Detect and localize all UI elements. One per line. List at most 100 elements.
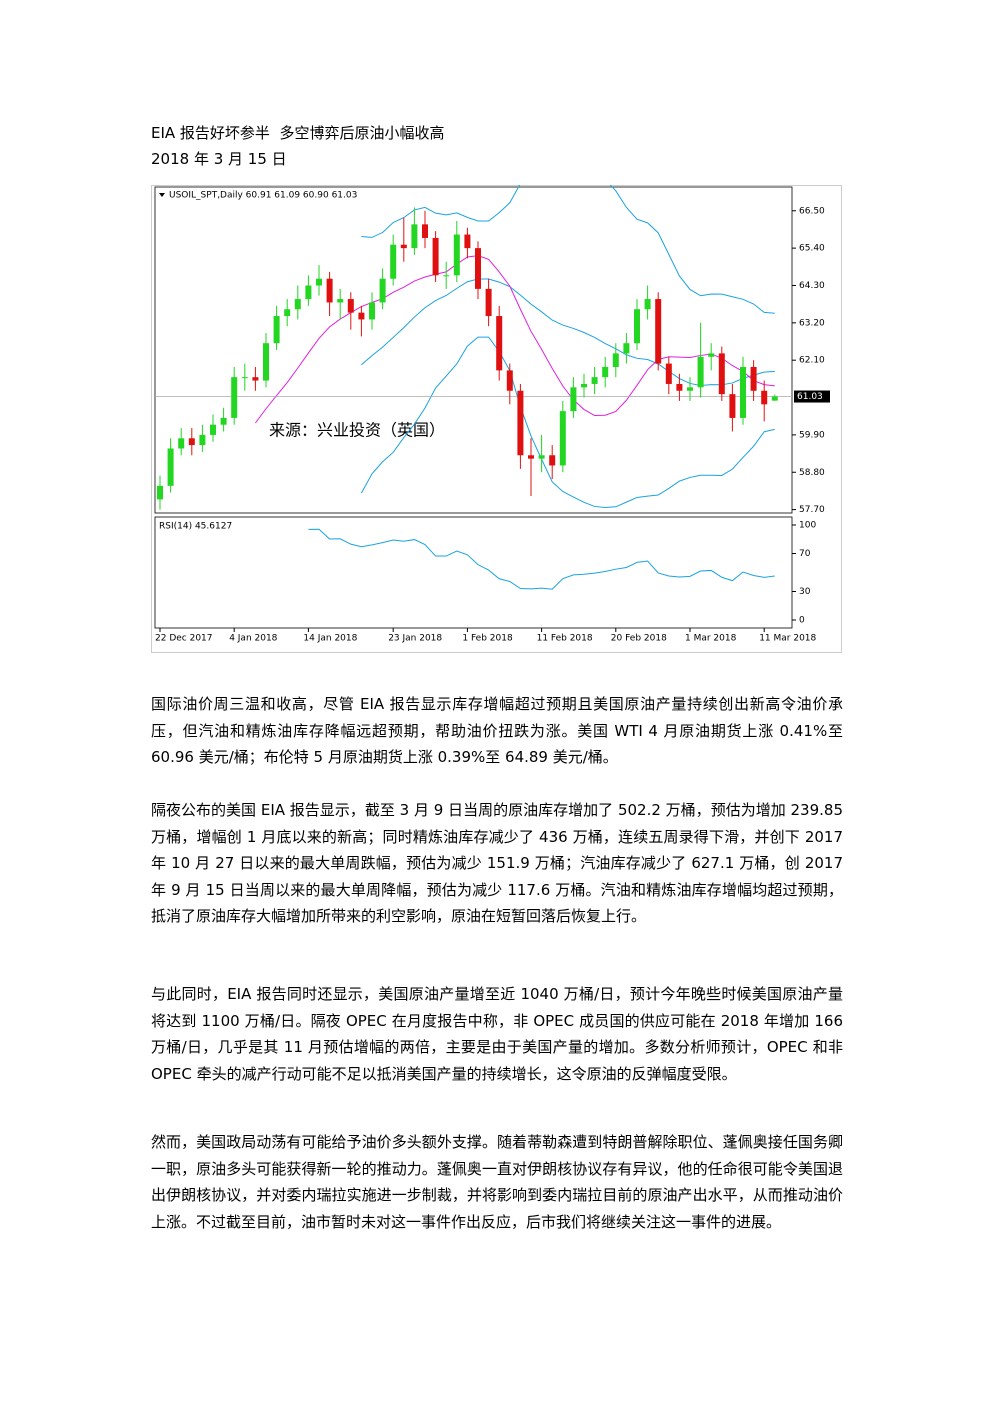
rsi-tick-label: 100 [799,521,816,531]
candle-body [252,377,259,381]
watermark: 来源：兴业投资（英国） [269,421,445,440]
candle-body [729,394,736,418]
candle-body [718,353,725,395]
candle-body [591,377,598,384]
candle-body [347,299,354,313]
y-tick-label: 65.40 [799,244,825,254]
candle-body [538,455,545,459]
paragraph: 隔夜公布的美国 EIA 报告显示，截至 3 月 9 日当周的原油库存增加了 50… [151,801,843,925]
bollinger-middle [361,278,775,386]
moving-average [254,255,775,424]
rsi-title: RSI(14) 45.6127 [159,522,232,532]
x-tick-label: 11 Mar 2018 [759,634,816,644]
x-tick-label: 22 Dec 2017 [155,634,213,644]
candle-body [284,309,291,317]
candle-body [665,363,672,384]
candle-body [358,312,365,320]
candle-body [750,366,757,391]
chart-header: USOIL_SPT,Daily 60.91 61.09 60.90 61.03 [169,191,357,201]
candle-body [549,455,556,466]
candle-body [475,248,481,289]
candle-body [740,366,746,418]
candle-body [771,396,778,401]
candle-body [220,417,227,425]
candle-body [379,278,386,303]
candle-body [337,299,344,303]
candle-body [432,237,439,276]
current-price-label: 61.03 [797,392,823,402]
x-tick-label: 23 Jan 2018 [388,634,442,644]
candle-body [644,299,651,310]
candle-body [199,434,206,446]
x-tick-label: 1 Feb 2018 [462,634,513,644]
candle-body [464,234,471,249]
candle-body [697,356,704,388]
x-tick-label: 11 Feb 2018 [537,634,593,644]
candle-body [559,411,566,466]
date: 2018 年 3 月 15 日 [151,150,287,168]
price-chart: USOIL_SPT,Daily 60.91 61.09 60.90 61.03 … [151,185,842,653]
candle-body [581,383,587,388]
rsi-panel [154,516,793,629]
candle-body [506,370,513,391]
paragraph: 与此同时，EIA 报告同时还显示，美国原油产量增至近 1040 万桶/日，预计今… [151,985,843,1083]
candle-body [443,275,450,277]
candle-body [241,377,248,379]
y-tick-label: 62.10 [799,356,825,366]
rsi-tick-label: 30 [799,587,811,597]
x-tick-label: 4 Jan 2018 [229,634,277,644]
candle-body [655,299,662,364]
price-panel [154,186,793,514]
candle-body [263,343,269,381]
rsi-tick-label: 0 [799,616,805,626]
x-tick-label: 14 Jan 2018 [303,634,357,644]
candle-body [400,244,407,249]
candle-body [390,244,397,279]
candle-body [167,448,174,486]
candle-body [602,366,609,378]
candle-body [761,390,768,405]
candle-body [570,387,577,412]
y-tick-label: 58.80 [799,468,825,478]
candle-body [273,316,280,344]
paragraph: 然而，美国政局动荡有可能给予油价多头额外支撑。随着蒂勒森遭到特朗普解除职位、蓬佩… [151,1133,843,1231]
candle-body [496,316,503,371]
rsi-line [308,528,775,590]
candle-body [369,302,375,320]
candle-body [528,455,534,459]
current-price-box [794,390,830,403]
candle-body [634,309,640,344]
y-tick-label: 57.70 [799,505,825,515]
candle-body [676,383,683,391]
candle-body [326,278,333,303]
candle-body [305,285,312,300]
candle-body [294,299,301,310]
candle-body [687,387,693,391]
candle-body [453,234,460,276]
candle-body [411,224,418,249]
candle-body [485,288,492,317]
candle-body [517,390,524,456]
candle-body [210,424,216,435]
header-arrow [159,193,165,197]
x-tick-label: 20 Feb 2018 [611,634,667,644]
candle-body [708,353,715,357]
y-tick-label: 63.20 [799,318,825,328]
rsi-tick-label: 70 [799,549,811,559]
y-tick-label: 59.90 [799,430,825,440]
candle-body [231,377,238,418]
candle-body [316,278,322,286]
candle-body [178,438,185,449]
chart-frame [151,185,842,653]
candle-body [422,224,428,238]
x-tick-label: 1 Mar 2018 [685,634,737,644]
candle-body [188,438,195,446]
candle-body [612,353,619,367]
paragraph: 国际油价周三温和收高，尽管 EIA 报告显示库存增幅超过预期且美国原油产量持续创… [151,695,843,766]
y-tick-label: 66.50 [799,206,825,216]
candle-body [157,485,163,500]
y-tick-label: 64.30 [799,281,825,291]
title: EIA 报告好坏参半 多空博弈后原油小幅收高 [151,124,445,142]
bollinger-upper [361,185,775,314]
